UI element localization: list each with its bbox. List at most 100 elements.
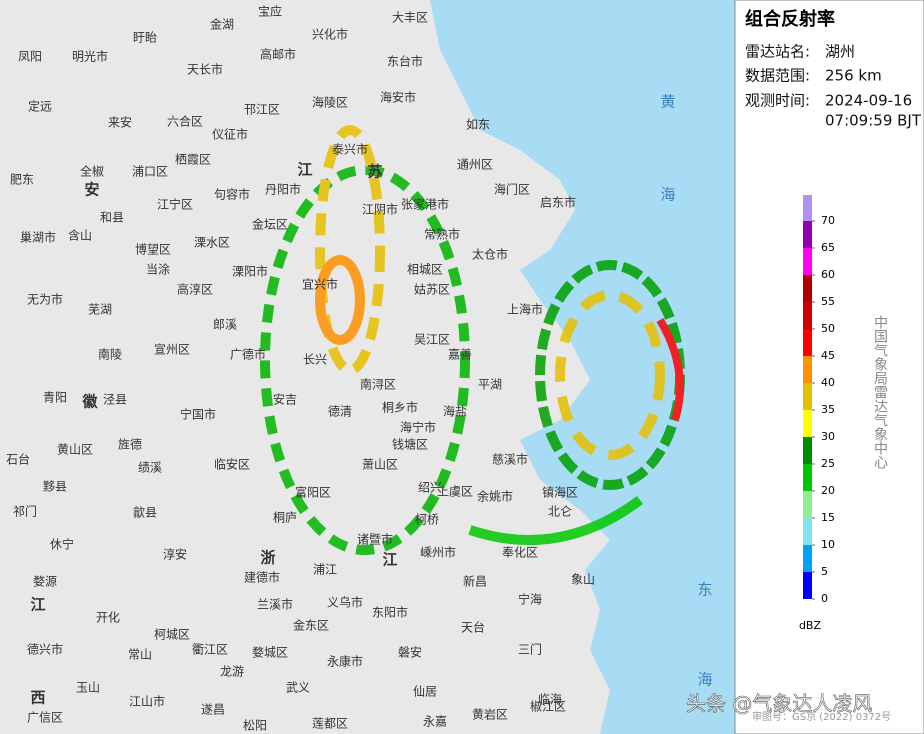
place-name: 绍兴 (418, 481, 442, 495)
place-name: 奉化区 (502, 546, 538, 560)
region-name: 江 (30, 596, 45, 614)
place-name: 海安市 (380, 90, 416, 105)
place-name: 德兴市 (27, 642, 63, 657)
legend-swatch (803, 356, 812, 383)
place-name: 盱眙 (133, 31, 157, 45)
place-name: 含山 (68, 228, 92, 243)
place-name: 宝应 (258, 4, 282, 19)
place-name: 无为市 (27, 292, 63, 307)
legend-label: 20 (821, 484, 835, 497)
region-name: 西 (30, 689, 45, 707)
place-name: 江阴市 (362, 202, 398, 217)
place-name: 天台 (461, 620, 485, 635)
region-name: 东 (697, 581, 712, 599)
place-name: 长兴 (303, 353, 327, 367)
place-name: 邗江区 (244, 103, 280, 117)
place-name: 祁门 (13, 504, 37, 519)
legend-swatch (803, 410, 812, 437)
legend-label: 50 (821, 322, 835, 335)
legend-swatch (803, 491, 812, 518)
place-name: 上虞区 (437, 485, 473, 499)
place-name: 萧山区 (362, 458, 398, 472)
place-name: 黄岩区 (472, 707, 508, 722)
legend-swatch (803, 518, 812, 545)
place-name: 高邮市 (260, 47, 296, 62)
place-name: 永嘉 (423, 715, 447, 729)
place-name: 富阳区 (295, 485, 331, 500)
place-name: 旌德 (118, 437, 142, 452)
place-name: 上海市 (507, 302, 543, 317)
place-name: 莲都区 (312, 717, 348, 731)
place-name: 休宁 (50, 537, 74, 552)
legend-swatch (803, 545, 812, 572)
place-name: 义乌市 (327, 595, 363, 610)
legend-swatch (803, 275, 812, 302)
station-label: 雷达站名: (745, 43, 810, 61)
place-name: 婺城区 (252, 645, 288, 660)
place-name: 常熟市 (424, 227, 460, 242)
place-name: 江山市 (129, 694, 165, 709)
map-number: 审图号：GS京 (2022) 0372号 (752, 710, 891, 723)
place-name: 天长市 (187, 62, 223, 77)
place-name: 诸暨市 (357, 532, 393, 547)
time: 07:09:59 BJT (825, 112, 922, 130)
place-name: 芜湖 (88, 302, 112, 317)
place-name: 宁国市 (180, 407, 216, 422)
region-name: 江 (297, 161, 312, 179)
legend-label: 0 (821, 592, 828, 605)
place-name: 大丰区 (392, 11, 428, 25)
place-name: 婺源 (33, 574, 57, 589)
range: 256 km (825, 67, 882, 85)
place-name: 和县 (100, 211, 124, 225)
place-name: 通州区 (457, 158, 493, 172)
legend-swatch (803, 195, 812, 221)
place-name: 绩溪 (138, 461, 162, 475)
place-name: 明光市 (72, 49, 108, 64)
legend-swatch (803, 572, 812, 599)
place-name: 淳安 (163, 547, 187, 562)
place-name: 郎溪 (213, 318, 237, 332)
place-name: 临安区 (214, 457, 250, 472)
panel-title: 组合反射率 (745, 8, 835, 30)
place-name: 相城区 (407, 263, 443, 277)
radar-echoes (260, 125, 685, 555)
legend-label: 30 (821, 430, 835, 443)
place-name: 歙县 (133, 505, 157, 520)
legend-label: 65 (821, 241, 835, 254)
place-name: 宣州区 (154, 342, 190, 357)
place-name: 余姚市 (477, 489, 513, 504)
region-name: 安 (84, 181, 99, 199)
place-name: 东台市 (387, 54, 423, 69)
place-name: 新昌 (463, 574, 487, 589)
place-name: 常山 (128, 648, 152, 662)
place-name: 开化 (96, 611, 120, 625)
place-name: 玉山 (76, 681, 100, 695)
place-name: 六合区 (167, 114, 203, 129)
region-name: 徽 (81, 393, 98, 411)
region-name: 浙 (260, 549, 275, 567)
place-name: 博望区 (135, 242, 171, 257)
place-name: 江宁区 (157, 197, 193, 212)
place-name: 金湖 (210, 17, 234, 32)
place-name: 青阳 (43, 391, 67, 405)
place-name: 衢江区 (192, 643, 228, 657)
place-name: 定远 (28, 99, 52, 114)
place-name: 南陵 (98, 347, 122, 362)
region-name: 苏 (367, 163, 382, 181)
place-name: 嵊州市 (420, 545, 456, 560)
place-name: 浦口区 (132, 165, 168, 179)
place-name: 宜兴市 (302, 277, 338, 292)
place-name: 来安 (108, 115, 132, 130)
place-name: 兴化市 (312, 27, 348, 42)
place-name: 巢湖市 (20, 230, 56, 245)
place-name: 平湖 (478, 377, 502, 392)
legend-label: 25 (821, 457, 835, 470)
place-name: 海盐 (443, 404, 467, 419)
place-name: 张家港市 (401, 197, 449, 212)
place-name: 肥东 (10, 173, 34, 187)
info-panel (734, 0, 924, 734)
place-name: 启东市 (540, 195, 576, 210)
place-name: 东阳市 (372, 605, 408, 620)
